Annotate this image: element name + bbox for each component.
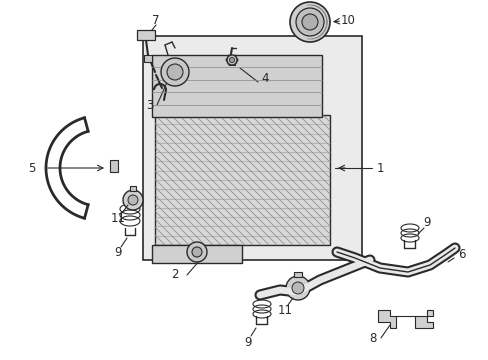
Bar [155,115,329,245]
Circle shape [161,58,189,86]
Text: 7: 7 [152,14,160,27]
Bar [143,55,152,62]
Polygon shape [414,310,432,328]
Text: 9: 9 [244,336,251,348]
Text: 1: 1 [375,162,383,175]
Circle shape [302,14,317,30]
Bar [152,245,242,263]
Bar [110,160,118,172]
Circle shape [291,282,304,294]
Text: 9: 9 [114,246,122,258]
Circle shape [229,58,234,63]
Bar [293,272,302,277]
Text: 10: 10 [340,14,355,27]
Text: 8: 8 [368,332,376,345]
Circle shape [226,55,237,65]
Bar [130,186,136,191]
Bar [137,30,155,40]
Circle shape [192,247,202,257]
Text: 11: 11 [110,212,125,225]
Text: 11: 11 [277,303,292,316]
Polygon shape [377,310,395,328]
Text: 4: 4 [261,72,268,85]
Circle shape [289,2,329,42]
Text: 9: 9 [423,216,430,229]
Text: 2: 2 [171,269,179,282]
Circle shape [295,8,324,36]
Bar [142,36,361,260]
Circle shape [128,195,138,205]
Bar [152,55,321,117]
Circle shape [123,190,142,210]
Circle shape [186,242,206,262]
Text: 3: 3 [146,99,153,112]
Circle shape [167,64,183,80]
Circle shape [285,276,309,300]
Text: 6: 6 [457,248,465,261]
Text: 5: 5 [28,162,36,175]
